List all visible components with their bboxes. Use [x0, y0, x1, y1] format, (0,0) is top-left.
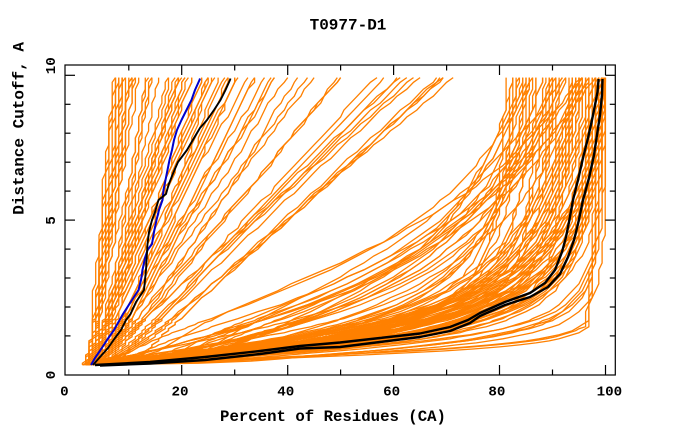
svg-text:0: 0: [44, 371, 60, 380]
svg-text:Percent of Residues (CA): Percent of Residues (CA): [220, 408, 446, 426]
svg-text:100: 100: [597, 385, 623, 401]
svg-text:60: 60: [383, 385, 400, 401]
svg-text:20: 20: [171, 385, 188, 401]
svg-text:T0977-D1: T0977-D1: [310, 17, 387, 35]
svg-text:Distance Cutoff, A: Distance Cutoff, A: [10, 42, 28, 215]
svg-text:0: 0: [60, 385, 69, 401]
svg-text:10: 10: [44, 57, 60, 74]
svg-text:5: 5: [44, 216, 60, 225]
svg-text:80: 80: [488, 385, 505, 401]
svg-text:40: 40: [277, 385, 294, 401]
